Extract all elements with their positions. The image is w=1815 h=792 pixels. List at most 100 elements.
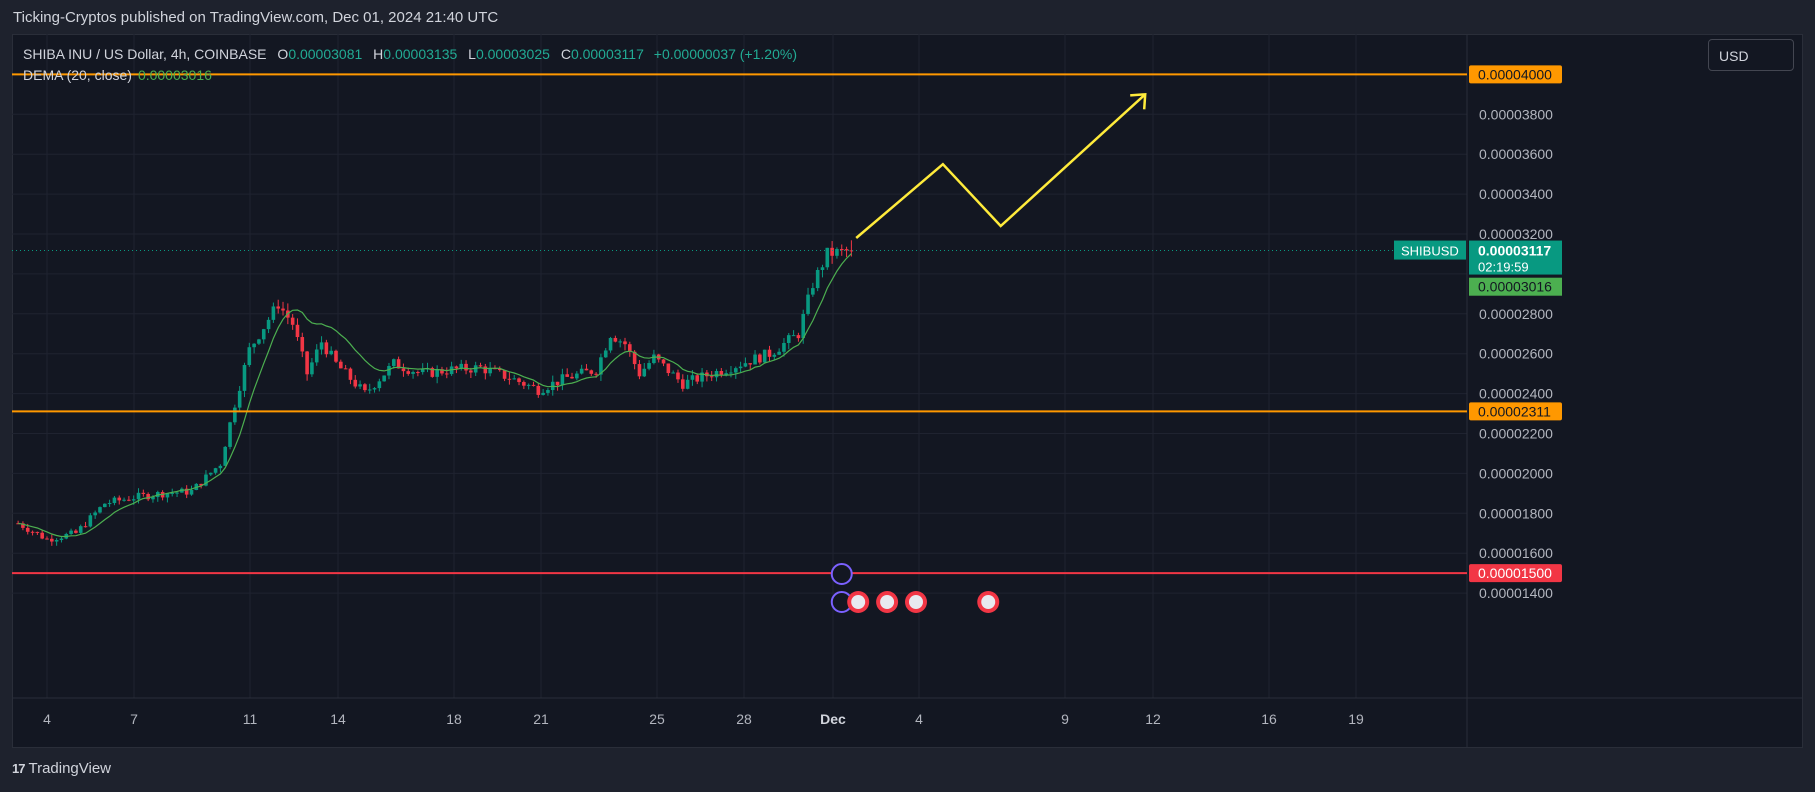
candle-body [709, 376, 714, 378]
countdown-text: 02:19:59 [1478, 260, 1529, 275]
candle-body [305, 351, 309, 375]
candle-body [738, 366, 743, 369]
candle-body [411, 372, 415, 374]
price-chart[interactable]: 0.00003800 0.00003600 0.00003400 0.00003200… [12, 34, 1803, 748]
candle-body [483, 366, 488, 374]
candle-body [758, 354, 762, 363]
arrow-head-icon [1130, 93, 1147, 110]
candle-body [478, 365, 483, 367]
candle-body [199, 483, 203, 486]
candle-body [469, 370, 473, 373]
event-star-icon[interactable] [830, 563, 853, 585]
indicator-name[interactable]: DEMA (20, close) [23, 67, 132, 83]
candle-body [30, 531, 35, 533]
price-tick-label: 0.00003800 [1479, 106, 1553, 122]
candle-body [517, 378, 521, 383]
candle-body [661, 359, 666, 364]
candle-body [820, 267, 825, 270]
candle-body [762, 349, 767, 363]
candle-body [88, 515, 93, 527]
candle-body [603, 350, 608, 358]
candle-body [358, 384, 362, 387]
candle-body [252, 343, 256, 348]
publisher-text: Ticking-Cryptos published on TradingView… [13, 9, 499, 26]
candle-body [777, 351, 781, 355]
level-price-text: 0.00001500 [1478, 565, 1552, 581]
candle-body [329, 350, 333, 355]
candle-body [830, 247, 834, 256]
candle-body [546, 390, 550, 393]
price-tick-label: 0.00002600 [1479, 346, 1553, 362]
time-tick-label: 21 [533, 711, 549, 727]
time-tick-label: 16 [1261, 711, 1277, 727]
candle-body [131, 499, 136, 501]
price-tick-label: 0.00001400 [1479, 585, 1553, 601]
time-tick-label: 4 [915, 711, 923, 727]
candle-body [377, 381, 382, 389]
candle-body [608, 337, 613, 351]
candle-body [676, 372, 680, 380]
close-value: 0.00003117 [570, 46, 644, 62]
candle-body [367, 389, 372, 391]
dema-line [17, 253, 852, 538]
dema-price-tag [1469, 277, 1562, 296]
price-tick-label: 0.00001800 [1479, 505, 1553, 521]
candle-body [233, 407, 237, 423]
candle-body [127, 499, 131, 501]
candle-body [733, 368, 738, 373]
candle-body [430, 368, 435, 377]
candle-body [406, 371, 411, 374]
candle-body [714, 370, 719, 378]
candle-body [435, 369, 439, 377]
candle-body [570, 376, 574, 379]
candle-body [387, 365, 391, 376]
candle-body [796, 335, 801, 339]
candle-body [459, 363, 464, 369]
candle-body [257, 339, 261, 344]
candle-body [117, 497, 122, 501]
candle-body [589, 370, 594, 374]
symbol-title[interactable]: SHIBA INU / US Dollar, 4h, COINBASE [23, 46, 267, 62]
dema-price-text: 0.00003016 [1478, 279, 1552, 295]
chart-panel[interactable] [12, 34, 1803, 748]
time-tick-label: 14 [330, 711, 346, 727]
indicator-value: 0.00003016 [137, 67, 212, 83]
candle-body [339, 361, 343, 369]
candle-body [512, 378, 517, 380]
candle-body [59, 538, 64, 541]
time-tick-label: 25 [649, 711, 665, 727]
candle-body [151, 497, 155, 500]
candle-body [141, 492, 146, 494]
candle-body [536, 385, 541, 395]
candle-body [165, 493, 170, 498]
symbol-tag [1394, 240, 1466, 260]
candle-body [772, 354, 777, 357]
currency-button[interactable]: USD [1708, 39, 1794, 71]
last-price-text: 0.00003117 [1478, 243, 1551, 259]
time-tick-label: 4 [43, 711, 51, 727]
level-price-text: 0.00004000 [1478, 66, 1552, 82]
change-value: +0.00000037 (+1.20%) [653, 46, 797, 62]
candle-body [189, 490, 194, 495]
candle-body [396, 359, 401, 369]
candle-body [502, 370, 507, 379]
time-tick-label: 28 [736, 711, 752, 727]
candle-body [54, 540, 59, 542]
tradingview-footer[interactable]: 17 TradingView [12, 760, 111, 777]
candle-body [632, 351, 637, 365]
candle-body [103, 503, 107, 508]
time-tick-label: 18 [446, 711, 462, 727]
candle-body [112, 497, 117, 504]
candle-body [637, 364, 642, 377]
projection-zigzag[interactable] [855, 93, 1147, 239]
last-price-tag [1469, 240, 1562, 275]
candle-body [652, 354, 656, 364]
candle-body [753, 354, 757, 365]
level-price-text: 0.00002311 [1478, 403, 1551, 419]
price-tick-label: 0.00003600 [1479, 146, 1553, 162]
us-flag-event-icon-inner [981, 595, 996, 609]
candle-body [700, 372, 704, 382]
candle-body [348, 368, 353, 380]
candle-body [69, 530, 73, 534]
time-tick-label: Dec [820, 711, 846, 727]
